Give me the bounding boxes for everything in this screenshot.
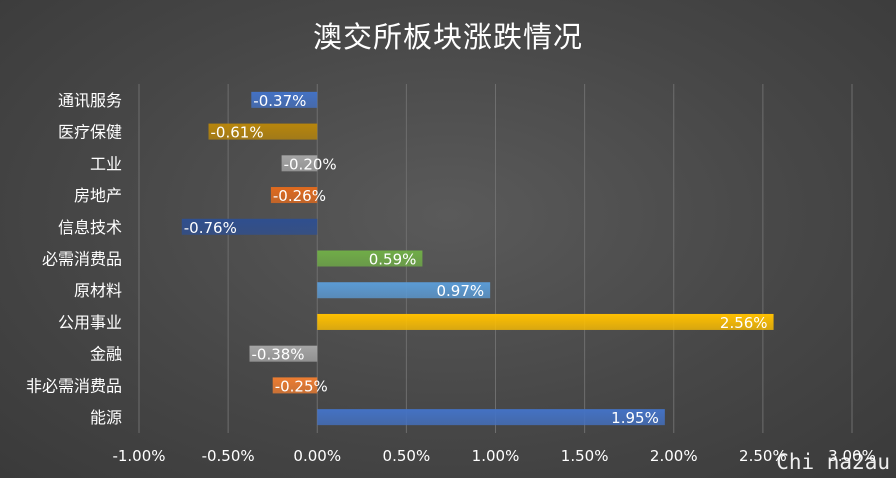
- x-tick-label: -1.00%: [112, 447, 165, 465]
- category-label: 医疗保健: [58, 123, 122, 142]
- data-label: -0.26%: [273, 187, 326, 205]
- data-label: -0.76%: [184, 219, 237, 237]
- category-label: 房地产: [74, 186, 122, 205]
- data-label: -0.25%: [275, 377, 328, 395]
- x-tick-label: 0.00%: [293, 447, 341, 465]
- category-label: 工业: [90, 154, 122, 173]
- category-label: 信息技术: [58, 218, 122, 237]
- bar: [281, 155, 318, 172]
- x-tick-label: 2.00%: [650, 447, 698, 465]
- category-label: 能源: [90, 408, 122, 427]
- bar: [317, 313, 774, 330]
- category-label: 必需消费品: [42, 250, 122, 269]
- bar: [251, 91, 318, 108]
- category-label: 原材料: [74, 281, 122, 300]
- category-label: 金融: [90, 345, 122, 364]
- category-label: 公用事业: [58, 313, 122, 332]
- bar: [270, 187, 318, 204]
- data-label: 1.95%: [611, 409, 659, 427]
- data-label: 2.56%: [720, 314, 768, 332]
- data-label: -0.37%: [253, 92, 306, 110]
- data-label: 0.97%: [436, 282, 484, 300]
- x-tick-label: 0.50%: [383, 447, 431, 465]
- data-label: 0.59%: [369, 251, 417, 269]
- x-tick-label: 3.00%: [828, 447, 876, 465]
- x-tick-label: 1.50%: [561, 447, 609, 465]
- bar: [208, 123, 318, 140]
- data-label: -0.61%: [211, 124, 264, 142]
- x-tick-label: -0.50%: [202, 447, 255, 465]
- category-label: 通讯服务: [58, 91, 122, 110]
- chart-title: 澳交所板块涨跌情况: [312, 20, 583, 54]
- x-tick-label: 2.50%: [739, 447, 787, 465]
- x-tick-label: 1.00%: [472, 447, 520, 465]
- bar: [249, 345, 318, 362]
- bar: [317, 282, 491, 299]
- data-label: -0.38%: [252, 346, 305, 364]
- bar: [317, 409, 665, 426]
- category-label: 非必需消费品: [26, 376, 122, 395]
- bar: [181, 218, 318, 235]
- bar: [272, 377, 318, 394]
- bar: [317, 250, 423, 267]
- data-label: -0.20%: [284, 155, 337, 173]
- watermark: Chi na2au: [776, 450, 890, 474]
